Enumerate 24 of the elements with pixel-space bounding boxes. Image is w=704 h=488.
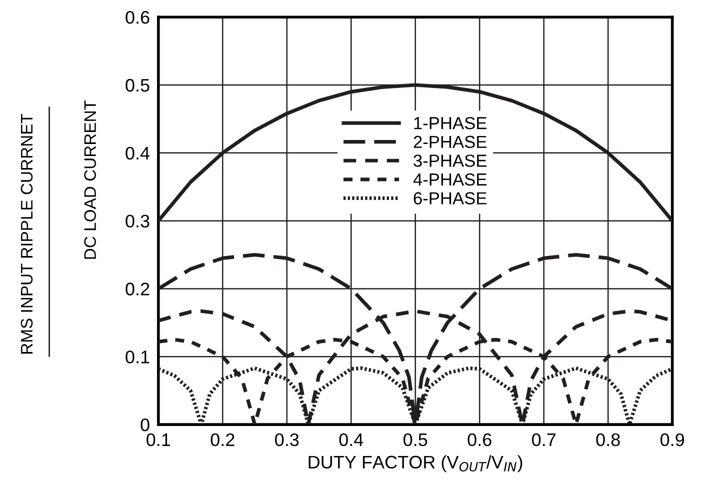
x-tick-label: 0.8 <box>596 433 620 446</box>
y-tick-label: 0.4 <box>126 146 150 160</box>
legend-label: 4-PHASE <box>413 173 486 186</box>
legend-label: 3-PHASE <box>414 154 486 167</box>
legend-label: 1-PHASE <box>414 117 486 130</box>
y-axis-title: DC LOAD CURRENT <box>84 100 96 259</box>
x-tick-label: 0.9 <box>660 433 684 446</box>
x-tick-label: 0.6 <box>468 433 492 446</box>
x-tick-label: 0.1 <box>146 433 170 446</box>
y-tick-label: 0.2 <box>126 282 150 296</box>
y-tick-label: 0.1 <box>126 350 150 364</box>
y-tick-label: 0.6 <box>126 11 150 24</box>
y-tick-label: 0.3 <box>126 214 150 228</box>
legend-label: 6-PHASE <box>414 192 486 204</box>
y-tick-label: 0 <box>140 418 150 432</box>
x-tick-label: 0.3 <box>275 433 299 446</box>
x-axis-title: DUTY FACTOR (V$_{OUT}$/V$_{IN}$) <box>308 455 522 472</box>
x-tick-label: 0.4 <box>339 433 364 446</box>
y-tick-label: 0.5 <box>126 78 150 92</box>
legend-label: 2-PHASE <box>414 136 486 148</box>
x-tick-label: 0.7 <box>532 433 556 446</box>
x-tick-label: 0.2 <box>210 433 234 446</box>
text: RMS INPUT RIPPLE CURRNET <box>20 114 33 354</box>
x-tick-label: 0.5 <box>404 433 428 446</box>
